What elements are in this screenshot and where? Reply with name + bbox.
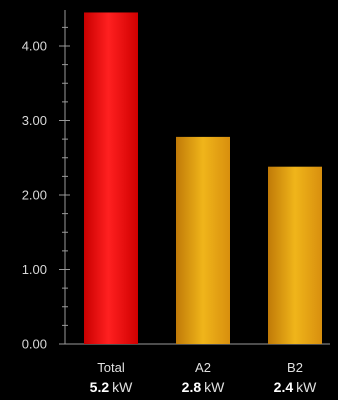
bar-total: [84, 12, 138, 344]
y-tick-label: 4.00: [22, 39, 47, 54]
bar-a2: [176, 136, 230, 344]
value-number: 2.4: [274, 379, 294, 395]
value-label: 2.8 kW: [182, 379, 225, 395]
value-number: 2.8: [182, 379, 202, 395]
value-unit: kW: [204, 379, 225, 395]
value-unit: kW: [296, 379, 317, 395]
category-label: A2: [195, 360, 211, 375]
bars-layer: [84, 12, 322, 344]
value-number: 5.2: [90, 379, 110, 395]
y-tick-label: 3.00: [22, 113, 47, 128]
value-unit: kW: [112, 379, 133, 395]
value-label: 5.2 kW: [90, 379, 133, 395]
value-label: 2.4 kW: [274, 379, 317, 395]
category-label: B2: [287, 360, 303, 375]
bar-b2: [268, 166, 322, 344]
y-tick-label: 1.00: [22, 262, 47, 277]
y-tick-label: 2.00: [22, 188, 47, 203]
y-tick-label: 0.00: [22, 337, 47, 352]
category-label: Total: [97, 360, 125, 375]
